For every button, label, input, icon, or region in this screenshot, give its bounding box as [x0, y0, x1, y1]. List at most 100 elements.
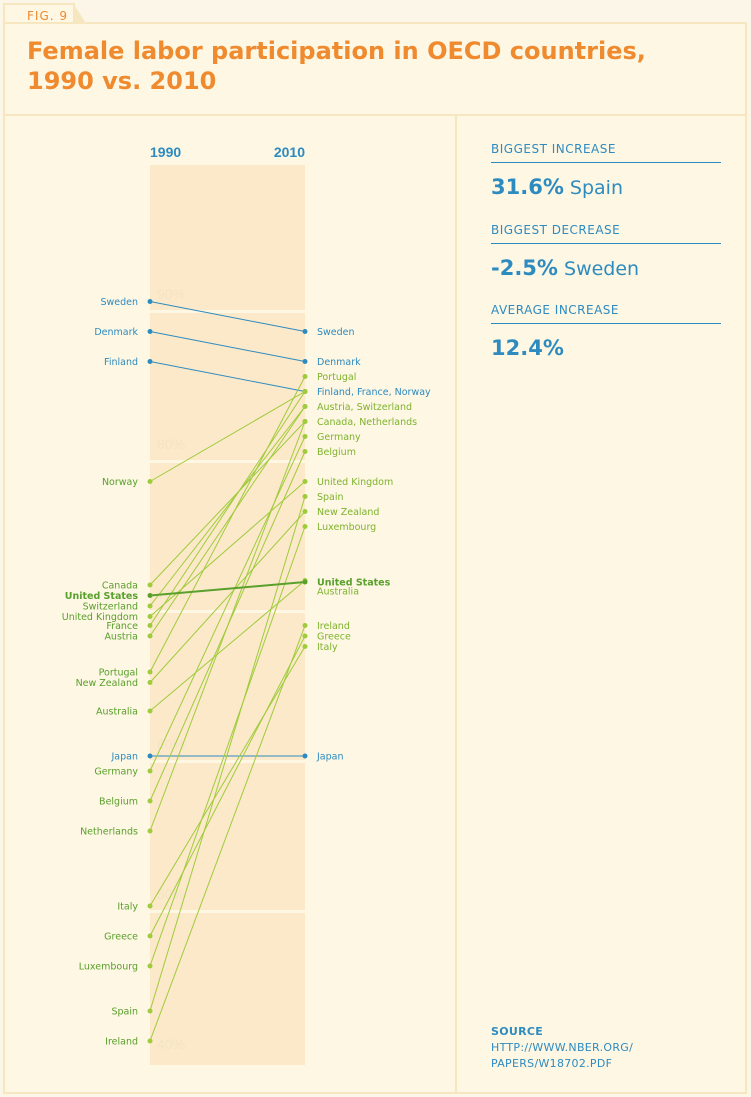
label-1990-united-kingdom: United Kingdom: [62, 612, 138, 623]
label-2010-ireland: Ireland: [317, 621, 350, 632]
label-2010-denmark: Denmark: [317, 357, 361, 368]
label-1990-portugal: Portugal: [99, 668, 138, 679]
slope-line-norway: [149, 391, 306, 482]
label-1990-netherlands: Netherlands: [80, 827, 138, 838]
point-1990-greece: [147, 933, 153, 939]
label-1990-japan: Japan: [111, 752, 139, 763]
point-1990-portugal: [147, 669, 153, 675]
point-2010-sweden: [302, 329, 308, 334]
tick-separator-90: [150, 310, 305, 313]
point-2010-ireland: [302, 623, 308, 628]
slope-line-netherlands: [149, 421, 306, 832]
label-2010-japan: Japan: [316, 752, 344, 763]
label-1990-luxembourg: Luxembourg: [79, 962, 138, 973]
label-2010-belgium: Belgium: [317, 447, 356, 458]
label-1990-italy: Italy: [117, 902, 138, 913]
label-2010-greece: Greece: [317, 632, 351, 643]
year-header-1990: 1990: [150, 144, 181, 160]
label-2010-luxembourg: Luxembourg: [317, 522, 376, 533]
point-1990-luxembourg: [147, 963, 153, 969]
point-1990-united-states: [147, 593, 153, 598]
slope-line-luxembourg: [149, 526, 306, 967]
point-2010-germany: [302, 434, 308, 439]
label-1990-austria: Austria: [104, 632, 138, 643]
tick-label-50: 50%: [157, 886, 185, 902]
tick-label-80: 80%: [157, 436, 185, 452]
slope-line-france: [149, 391, 306, 626]
label-2010-new-zealand: New Zealand: [317, 507, 379, 518]
label-1990-switzerland: Switzerland: [83, 602, 138, 613]
label-1990-canada: Canada: [102, 581, 138, 592]
point-2010-united-kingdom: [302, 479, 308, 484]
slope-line-greece: [149, 635, 306, 937]
point-1990-netherlands: [147, 828, 153, 834]
tick-label-40: 40%: [157, 1036, 185, 1052]
label-2010-finland-france-norway: Finland, France, Norway: [317, 387, 431, 398]
slope-line-germany: [149, 436, 306, 772]
slope-line-spain: [149, 496, 306, 1012]
title-line-1: Female labor participation in OECD count…: [27, 37, 646, 65]
title-line-2: 1990 vs. 2010: [27, 67, 217, 95]
label-1990-sweden: Sweden: [100, 297, 138, 308]
title-divider: [5, 114, 745, 116]
label-2010-united-states: United States: [317, 578, 391, 589]
source-url-line-2: PAPERS/W18702.PDF: [491, 1057, 613, 1070]
stat-value-average: 12.4%: [491, 336, 721, 360]
point-2010-denmark: [302, 359, 308, 364]
figure-frame: [3, 22, 747, 1094]
point-1990-finland: [147, 359, 153, 364]
stat-biggest-decrease: BIGGEST DECREASE -2.5% Sweden: [491, 223, 721, 280]
slope-line-australia: [149, 580, 306, 712]
chart-band: [150, 165, 305, 1065]
slope-line-united-states: [149, 581, 306, 597]
label-1990-belgium: Belgium: [99, 797, 138, 808]
point-1990-united-kingdom: [147, 614, 153, 619]
label-2010-united-kingdom: United Kingdom: [317, 477, 393, 488]
slope-line-sweden: [149, 301, 306, 332]
point-1990-austria: [147, 633, 153, 639]
label-1990-greece: Greece: [104, 932, 138, 943]
average-percent: 12.4%: [491, 336, 564, 360]
point-1990-australia: [147, 708, 153, 714]
source-label: SOURCE: [491, 1025, 544, 1038]
point-2010-portugal: [302, 374, 308, 379]
point-1990-italy: [147, 903, 153, 909]
tick-label-90: 90%: [157, 286, 185, 302]
label-2010-italy: Italy: [317, 642, 338, 653]
decrease-country: Sweden: [564, 258, 640, 280]
point-2010-spain: [302, 494, 308, 499]
point-1990-canada: [147, 582, 153, 588]
slope-line-austria: [149, 406, 306, 637]
point-1990-new-zealand: [147, 680, 153, 685]
source-note: SOURCE HTTP://WWW.NBER.ORG/ PAPERS/W1870…: [491, 1024, 633, 1072]
stat-average-increase: AVERAGE INCREASE 12.4%: [491, 303, 721, 360]
stat-label-decrease: BIGGEST DECREASE: [491, 223, 721, 244]
point-1990-germany: [147, 768, 153, 774]
label-1990-norway: Norway: [102, 477, 138, 488]
figure-tab: [3, 3, 87, 25]
stat-biggest-increase: BIGGEST INCREASE 31.6% Spain: [491, 142, 721, 199]
tick-separator-70: [150, 610, 305, 613]
point-2010-japan: [302, 753, 308, 759]
label-1990-ireland: Ireland: [105, 1037, 138, 1048]
point-2010-austria: [302, 404, 308, 409]
slope-line-ireland: [149, 625, 306, 1042]
point-2010-luxembourg: [302, 524, 308, 529]
slope-line-new-zealand: [149, 511, 306, 683]
label-1990-finland: Finland: [104, 357, 138, 368]
label-2010-canada-netherlands: Canada, Netherlands: [317, 417, 417, 428]
point-1990-japan: [147, 753, 153, 759]
source-url-line-1: HTTP://WWW.NBER.ORG/: [491, 1041, 634, 1054]
point-1990-france: [147, 623, 153, 628]
point-1990-switzerland: [147, 603, 153, 609]
label-2010-sweden: Sweden: [317, 327, 355, 338]
slope-line-portugal: [149, 376, 306, 673]
decrease-percent: -2.5%: [491, 256, 558, 280]
point-1990-ireland: [147, 1038, 153, 1044]
point-2010-greece: [302, 633, 308, 639]
label-2010-australia: Australia: [317, 587, 359, 598]
label-1990-france: France: [106, 621, 138, 632]
label-1990-spain: Spain: [111, 1007, 138, 1018]
label-1990-australia: Australia: [96, 707, 138, 718]
